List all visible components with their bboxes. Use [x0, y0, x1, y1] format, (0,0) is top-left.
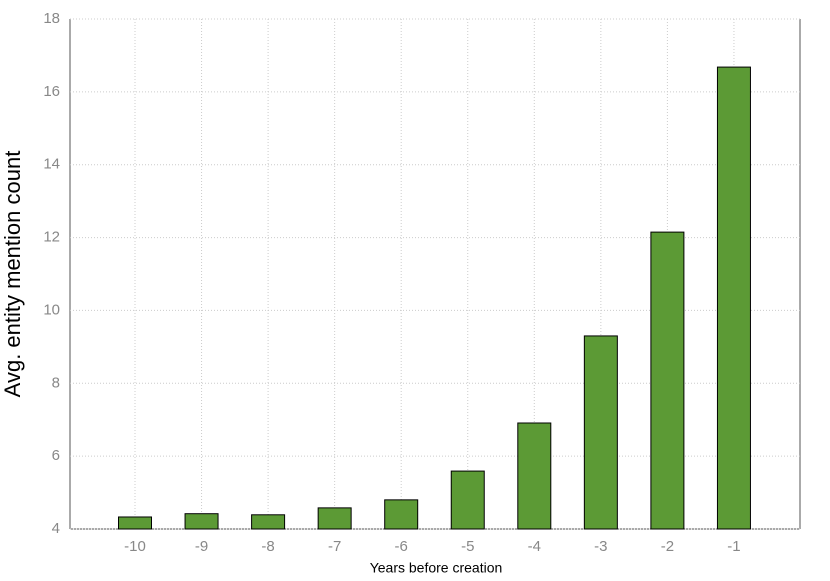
y-tick-label: 4	[52, 520, 60, 537]
x-tick-label: -7	[328, 538, 341, 555]
bar	[517, 422, 552, 530]
x-tick-label: -9	[195, 538, 208, 555]
x-tick-label: -10	[124, 538, 146, 555]
bar	[317, 507, 352, 530]
bar	[650, 231, 685, 530]
bar	[184, 513, 219, 530]
x-tick-label: -1	[727, 538, 740, 555]
bar	[583, 335, 618, 530]
bar	[118, 516, 152, 530]
x-tick-label: -6	[395, 538, 408, 555]
x-tick-label: -4	[528, 538, 541, 555]
y-tick-label: 6	[52, 447, 60, 464]
y-tick-label: 14	[43, 156, 60, 173]
bar	[450, 470, 485, 530]
y-tick-label: 8	[52, 374, 60, 391]
y-axis-label: Avg. entity mention count	[0, 151, 25, 398]
x-tick-label: -2	[661, 538, 674, 555]
bar	[251, 514, 286, 530]
x-axis-label: Years before creation	[370, 560, 503, 576]
x-tick-label: -5	[461, 538, 474, 555]
y-tick-label: 12	[43, 229, 60, 246]
y-tick-label: 16	[43, 83, 60, 100]
bar	[716, 66, 751, 530]
x-tick-label: -3	[594, 538, 607, 555]
x-tick-label: -8	[261, 538, 274, 555]
bar	[384, 499, 419, 530]
y-tick-label: 18	[43, 10, 60, 27]
y-tick-label: 10	[43, 301, 60, 318]
